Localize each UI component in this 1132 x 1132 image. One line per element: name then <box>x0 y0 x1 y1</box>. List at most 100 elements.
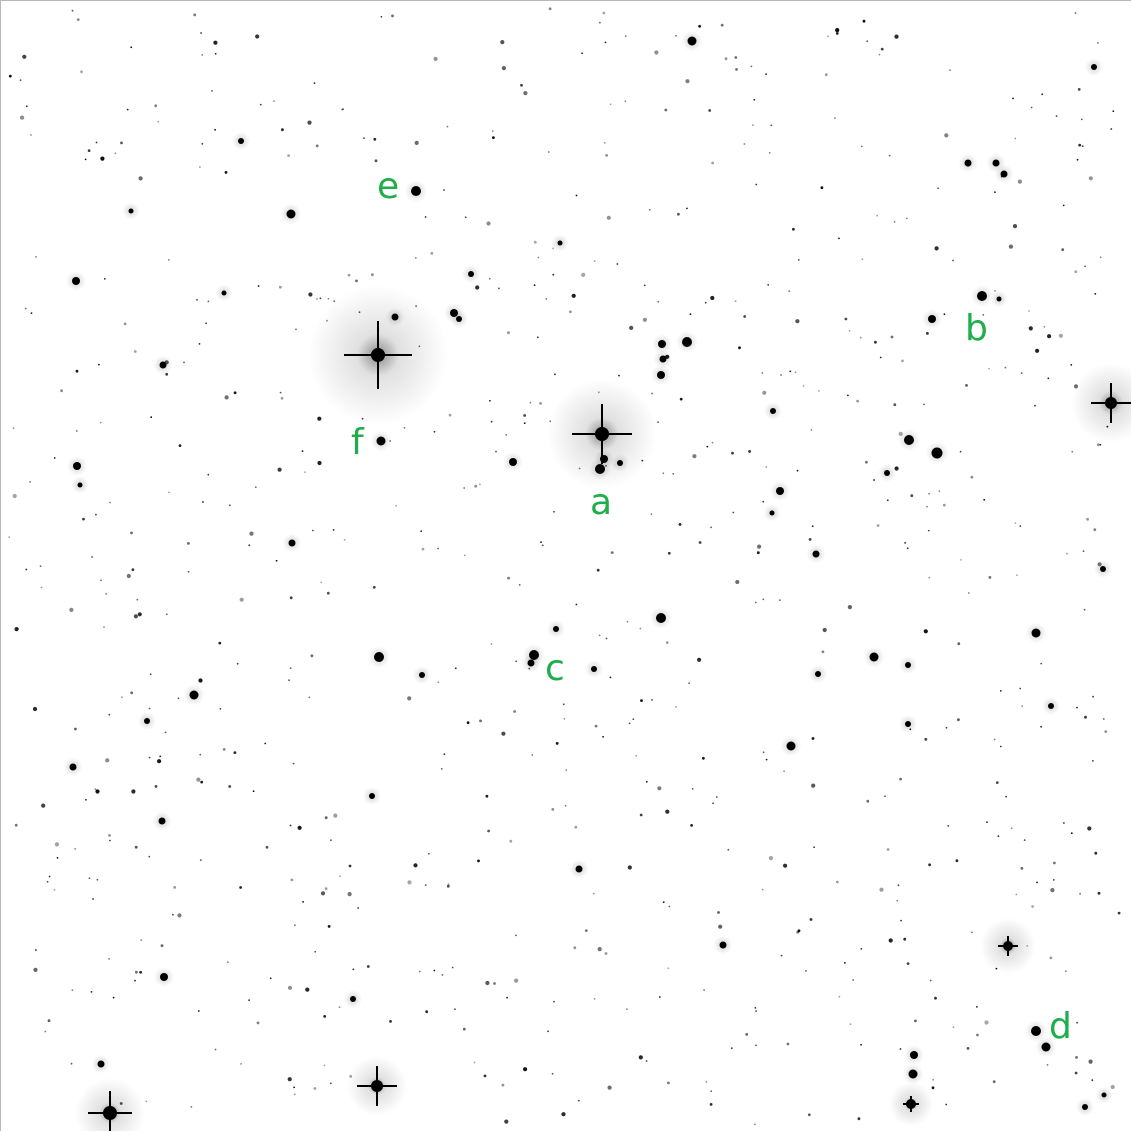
star <box>72 277 80 285</box>
faint-star <box>965 384 968 387</box>
faint-star <box>865 460 868 464</box>
faint-star <box>178 444 182 447</box>
faint-star <box>1110 128 1113 130</box>
faint-star <box>886 499 889 502</box>
faint-star <box>796 469 799 472</box>
faint-star <box>333 300 336 303</box>
star <box>1031 628 1041 638</box>
faint-star <box>108 834 111 837</box>
faint-star <box>1047 334 1052 339</box>
faint-star <box>507 331 510 335</box>
faint-star <box>187 542 190 545</box>
faint-star <box>1077 88 1081 91</box>
faint-star <box>139 970 143 974</box>
faint-star <box>627 865 632 870</box>
faint-star <box>314 950 317 953</box>
faint-star <box>259 103 262 106</box>
faint-star <box>852 979 855 981</box>
star <box>770 408 776 414</box>
faint-star <box>213 40 218 45</box>
faint-star <box>715 796 718 798</box>
faint-star <box>1064 970 1067 973</box>
faint-star <box>753 98 756 101</box>
faint-star <box>982 314 985 316</box>
faint-star <box>927 529 930 532</box>
faint-star <box>1015 893 1018 896</box>
faint-star <box>154 785 158 788</box>
faint-star <box>500 40 505 45</box>
faint-star <box>154 104 158 108</box>
faint-star <box>159 755 162 758</box>
faint-star <box>945 726 948 729</box>
faint-star <box>603 142 606 144</box>
faint-star <box>324 816 328 820</box>
star <box>600 455 608 463</box>
faint-star <box>165 372 169 376</box>
faint-star <box>1076 1021 1078 1024</box>
faint-star <box>616 263 619 265</box>
faint-star <box>955 859 959 863</box>
star <box>468 271 474 277</box>
faint-star <box>967 592 970 594</box>
faint-star <box>1076 158 1079 161</box>
star <box>812 550 820 558</box>
star <box>369 793 375 799</box>
faint-star <box>224 171 228 174</box>
faint-star <box>372 585 376 589</box>
faint-star <box>105 758 110 763</box>
faint-star <box>257 285 260 287</box>
faint-star <box>420 530 423 533</box>
faint-star <box>686 207 688 210</box>
faint-star <box>1066 552 1068 555</box>
star <box>73 462 81 470</box>
faint-star <box>710 526 712 529</box>
star <box>238 138 244 144</box>
faint-star <box>54 842 60 847</box>
star <box>776 487 784 495</box>
faint-star <box>605 465 607 467</box>
faint-star <box>1008 244 1014 249</box>
star <box>928 315 936 323</box>
faint-star <box>53 888 56 891</box>
faint-star <box>131 789 136 794</box>
faint-star <box>890 335 894 339</box>
faint-star <box>523 414 527 417</box>
faint-star <box>886 848 890 851</box>
label-f: f <box>351 422 364 463</box>
faint-star <box>475 285 480 290</box>
faint-star <box>126 108 129 111</box>
faint-star <box>112 996 115 999</box>
faint-star <box>1086 517 1089 521</box>
faint-star <box>1070 364 1073 366</box>
faint-star <box>1063 822 1065 824</box>
faint-star <box>706 445 709 448</box>
faint-star <box>926 505 928 508</box>
faint-star <box>323 1015 327 1018</box>
faint-star <box>755 1044 757 1047</box>
faint-star <box>628 722 631 725</box>
faint-star <box>1097 891 1101 895</box>
faint-star <box>140 939 143 942</box>
faint-star <box>879 356 882 359</box>
faint-star <box>1075 1056 1078 1059</box>
faint-star <box>1104 730 1108 733</box>
faint-star <box>183 361 185 364</box>
faint-star <box>24 307 27 310</box>
star <box>1082 1104 1088 1110</box>
faint-star <box>1070 832 1073 835</box>
faint-star <box>569 310 572 314</box>
faint-star <box>554 373 556 376</box>
faint-star <box>805 970 807 972</box>
faint-star <box>98 363 100 366</box>
faint-star <box>164 360 169 365</box>
faint-star <box>488 277 491 280</box>
faint-star <box>848 330 851 332</box>
bright-star <box>1003 941 1013 951</box>
faint-star <box>667 551 671 555</box>
faint-star <box>348 864 352 868</box>
faint-star <box>1043 326 1046 328</box>
faint-star <box>279 391 282 394</box>
faint-star <box>789 370 792 373</box>
faint-star <box>80 70 83 74</box>
faint-star <box>501 66 506 71</box>
